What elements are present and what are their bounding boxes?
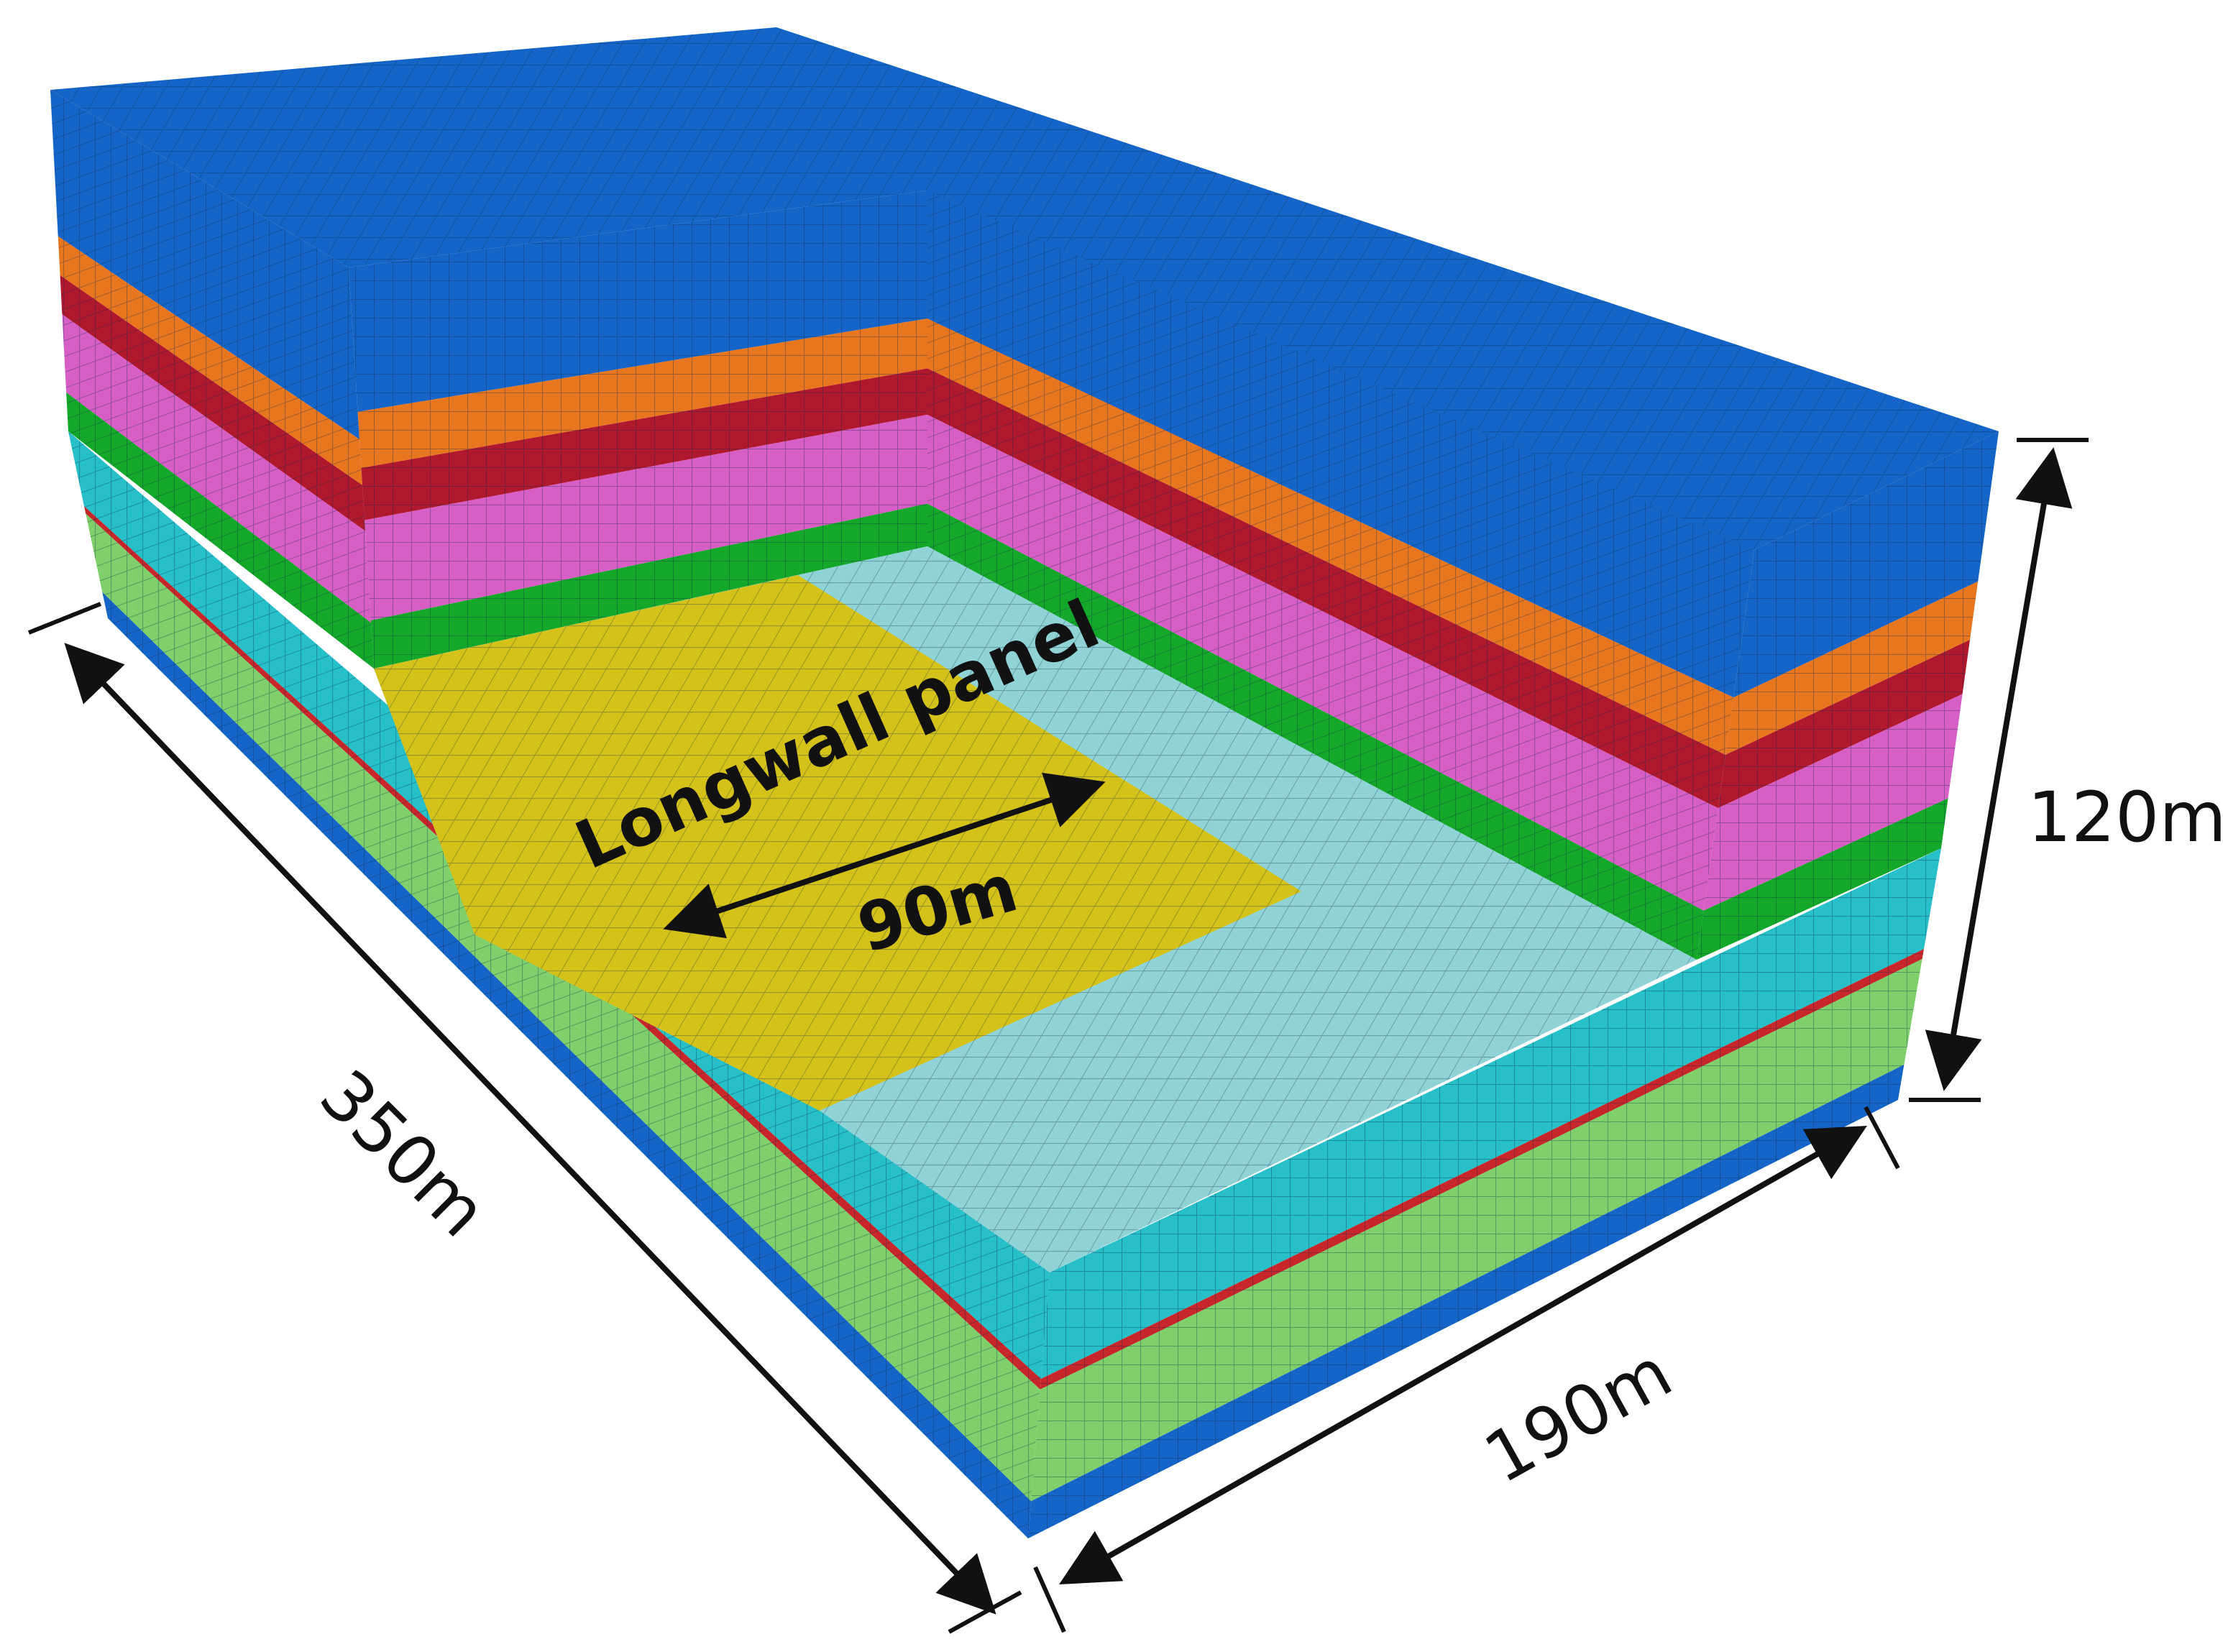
side-wall-stratum-5-mesh bbox=[927, 503, 1704, 960]
side-wall-stratum-2-mesh bbox=[927, 318, 1734, 755]
right-stratum-2-mesh bbox=[1725, 581, 1979, 755]
side-wall-stratum-4-mesh bbox=[927, 414, 1718, 911]
length-label: 350m bbox=[305, 1055, 503, 1252]
height-arrow bbox=[1925, 447, 2073, 1091]
left-side-face bbox=[50, 90, 375, 669]
width-arrow bbox=[1059, 1126, 1867, 1584]
right-stratum-5-mesh bbox=[1697, 798, 1948, 960]
back-wall-stratum-2-mesh bbox=[357, 318, 928, 468]
height-dimension: 120m bbox=[1909, 438, 2223, 1102]
back-wall-stratum-3-mesh bbox=[361, 368, 927, 520]
left-stratum-1-mesh bbox=[50, 90, 359, 440]
right-stratum-3-mesh bbox=[1718, 640, 1970, 809]
inner-walls bbox=[349, 191, 1754, 960]
left-stratum-4-mesh bbox=[62, 314, 371, 623]
length-arrow bbox=[64, 643, 996, 1615]
back-wall-stratum-1-mesh bbox=[349, 191, 927, 412]
back-wall-stratum-5-mesh bbox=[370, 503, 927, 669]
width-label: 190m bbox=[1472, 1332, 1685, 1499]
right-stratum-4-mesh bbox=[1703, 694, 1963, 911]
left-stratum-3-mesh bbox=[60, 275, 366, 531]
back-wall-stratum-4-mesh bbox=[365, 414, 927, 621]
side-wall-stratum-3-mesh bbox=[927, 368, 1725, 809]
side-wall-stratum-1-mesh bbox=[927, 191, 1754, 698]
height-label: 120m bbox=[2027, 777, 2223, 858]
left-stratum-2-mesh bbox=[58, 236, 362, 485]
left-stratum-5-mesh bbox=[66, 392, 375, 669]
